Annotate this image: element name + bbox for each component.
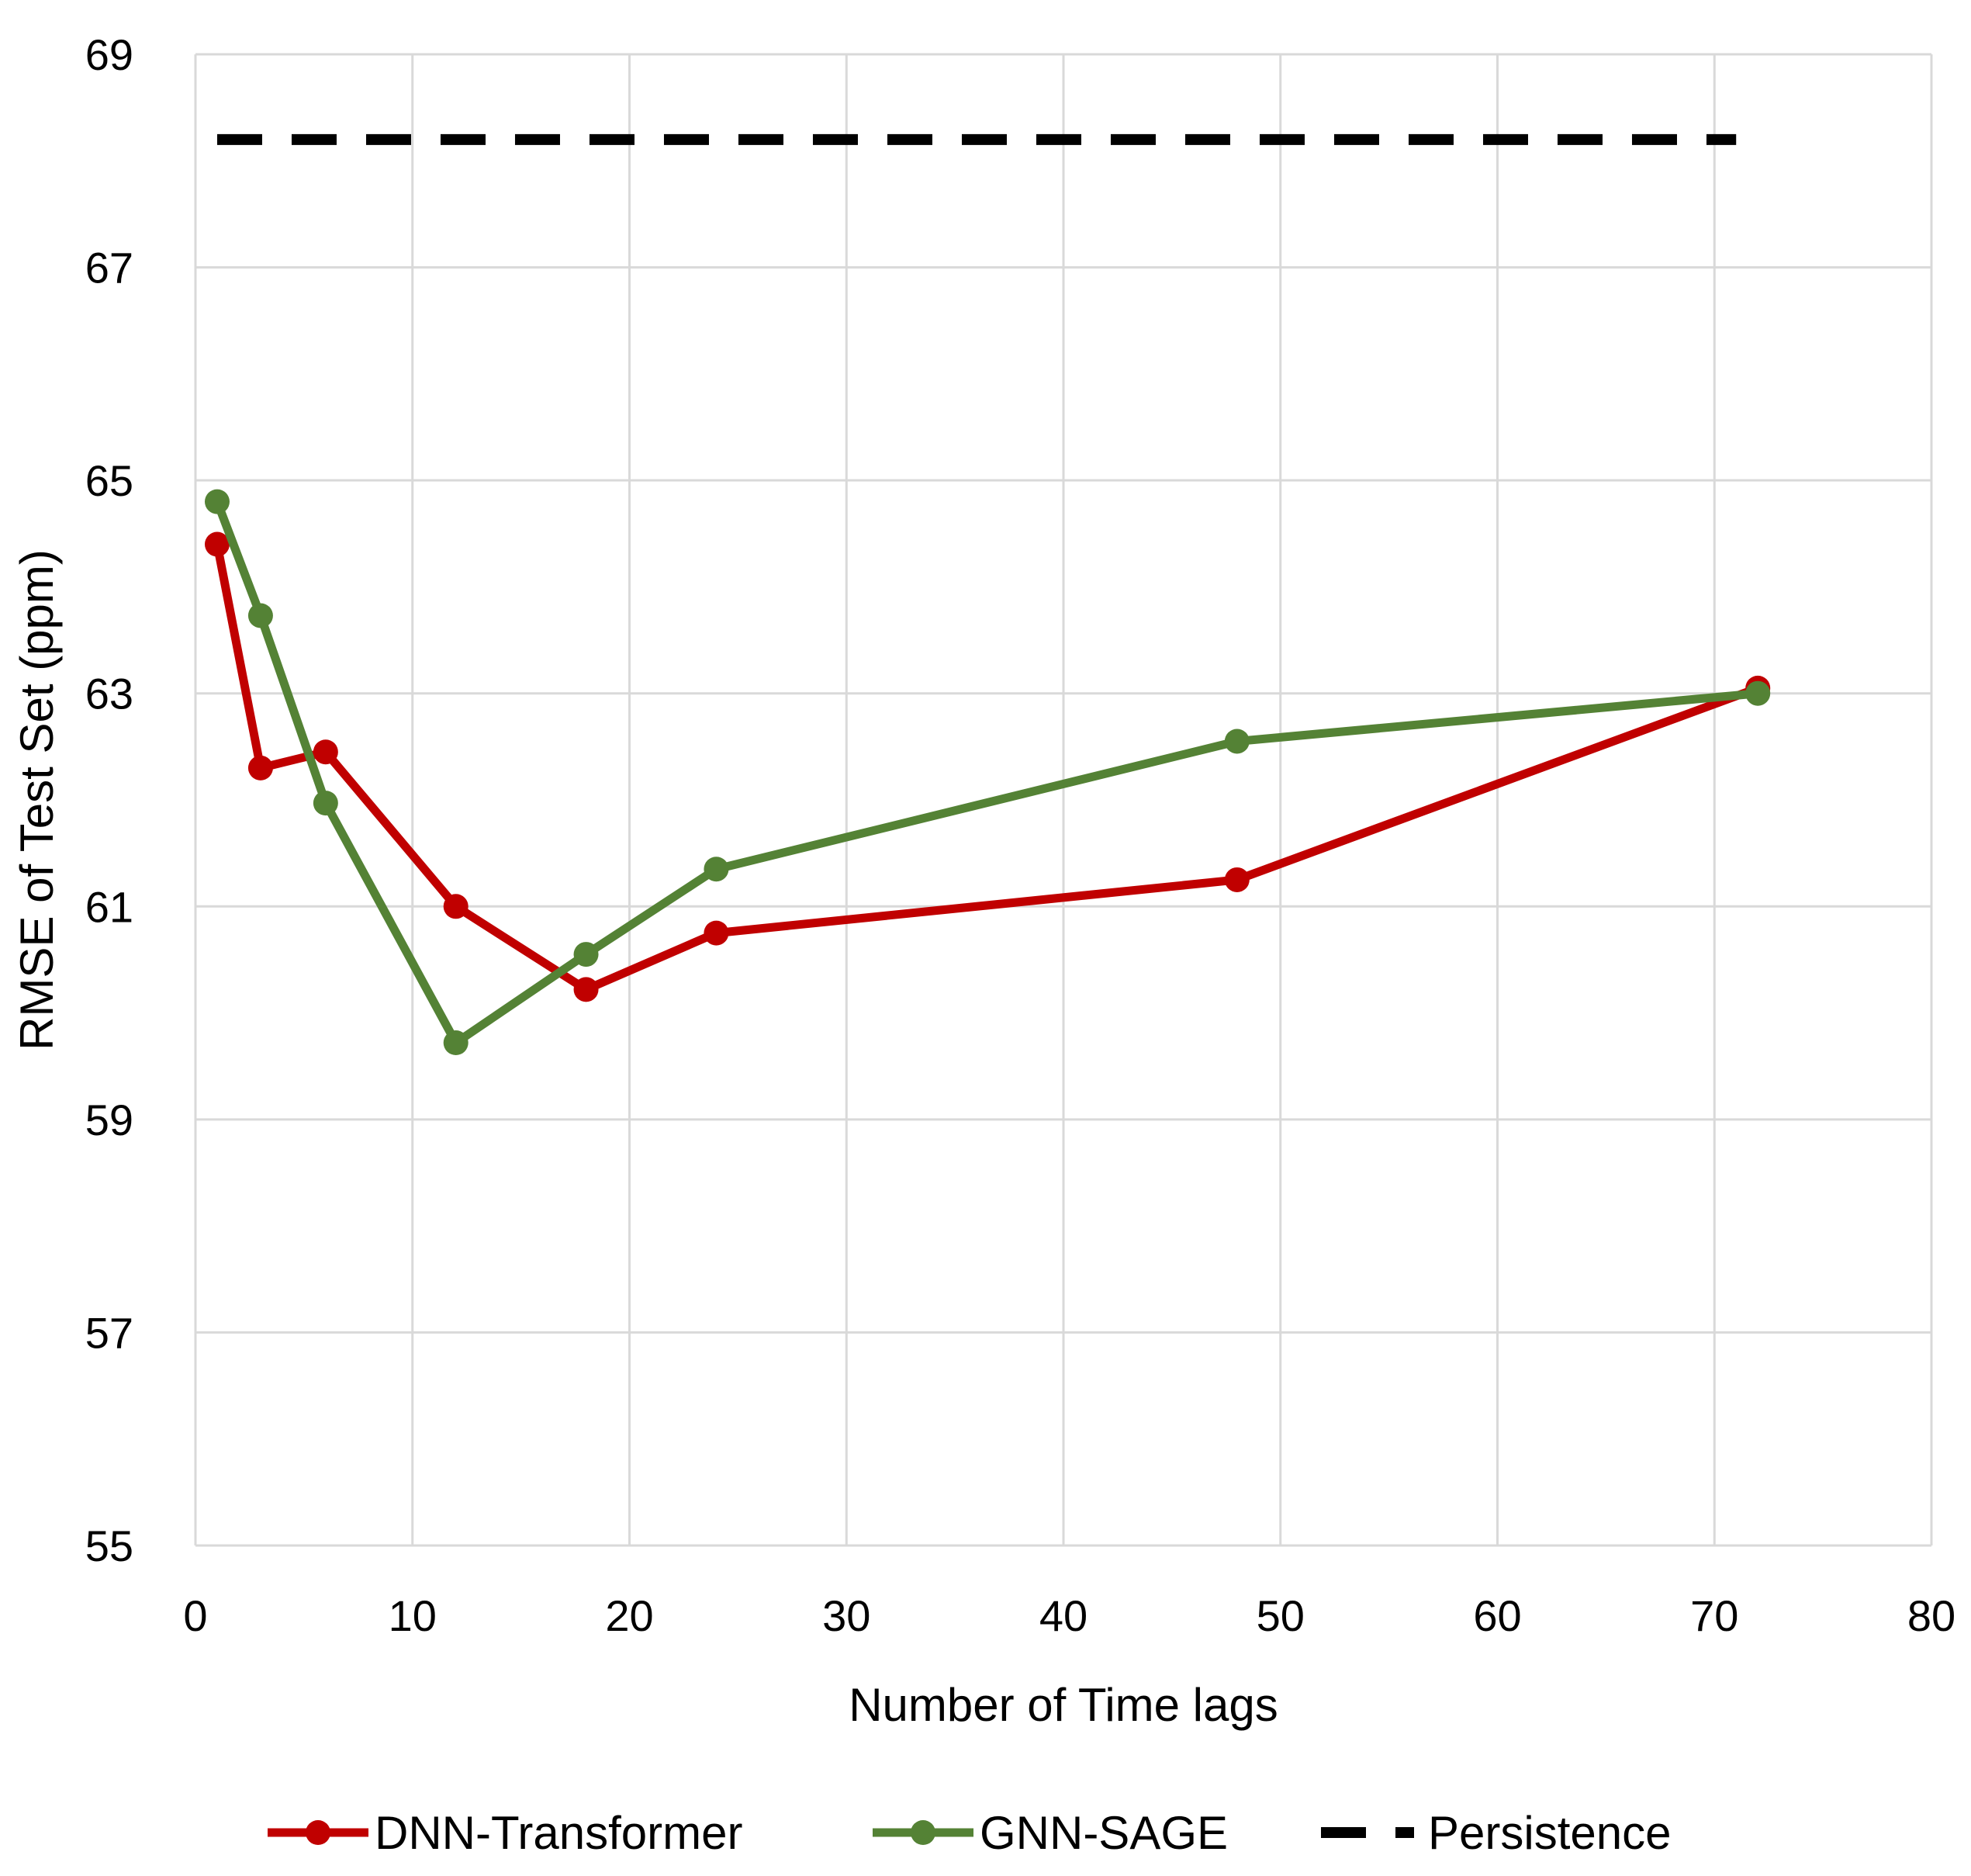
legend-item-gnn-sage: GNN-SAGE [873, 1807, 1228, 1859]
data-point-dnn-transformer [247, 755, 273, 781]
x-tick-label: 20 [605, 1591, 653, 1640]
series-dnn-transformer [204, 531, 1771, 1002]
legend-item-persistence: Persistence [1321, 1807, 1671, 1859]
legend-marker-dnn-transformer [306, 1820, 330, 1845]
y-tick-label: 67 [85, 244, 133, 292]
data-point-dnn-transformer [573, 977, 599, 1002]
legend-label-gnn-sage: GNN-SAGE [980, 1807, 1228, 1859]
data-point-gnn-sage [247, 603, 273, 628]
y-tick-label: 55 [85, 1521, 133, 1570]
data-point-gnn-sage [204, 489, 230, 514]
series-line-gnn-sage [213, 497, 1762, 1047]
y-tick-label: 59 [85, 1095, 133, 1144]
data-point-gnn-sage [1224, 729, 1250, 754]
x-tick-label: 30 [822, 1591, 870, 1640]
y-axis-title: RMSE of Test Set (ppm) [11, 549, 63, 1050]
data-point-gnn-sage [1745, 680, 1771, 706]
data-point-dnn-transformer [313, 739, 338, 765]
tick-labels: 55 57 59 61 63 65 67 69 0 10 20 30 40 50 60 70 80 [85, 30, 1955, 1640]
x-tick-label: 80 [1907, 1591, 1955, 1640]
data-point-gnn-sage [704, 857, 729, 882]
legend-item-dnn-transformer: DNN-Transformer [268, 1807, 742, 1859]
data-point-dnn-transformer [1224, 867, 1250, 892]
legend-marker-gnn-sage [911, 1820, 935, 1845]
x-tick-label: 50 [1257, 1591, 1305, 1640]
data-point-gnn-sage [313, 791, 338, 816]
x-tick-label: 70 [1690, 1591, 1738, 1640]
legend-label-persistence: Persistence [1428, 1807, 1671, 1859]
series-gnn-sage [204, 489, 1771, 1056]
y-tick-label: 69 [85, 30, 133, 79]
y-tick-label: 63 [85, 670, 133, 718]
y-tick-label: 61 [85, 882, 133, 931]
y-tick-label: 65 [85, 456, 133, 505]
x-tick-label: 0 [183, 1591, 207, 1640]
x-axis-title: Number of Time lags [849, 1679, 1278, 1731]
legend: DNN-Transformer GNN-SAGE Persistence [268, 1807, 1671, 1859]
x-tick-label: 40 [1039, 1591, 1088, 1640]
legend-label-dnn-transformer: DNN-Transformer [375, 1807, 742, 1859]
grid [194, 53, 1933, 1547]
data-point-dnn-transformer [443, 894, 469, 919]
data-point-gnn-sage [443, 1030, 469, 1056]
y-tick-label: 57 [85, 1308, 133, 1357]
series [204, 133, 1771, 1056]
x-tick-label: 60 [1473, 1591, 1521, 1640]
data-point-gnn-sage [573, 942, 599, 967]
data-point-dnn-transformer [704, 920, 729, 946]
data-point-dnn-transformer [204, 531, 230, 557]
x-tick-label: 10 [389, 1591, 437, 1640]
